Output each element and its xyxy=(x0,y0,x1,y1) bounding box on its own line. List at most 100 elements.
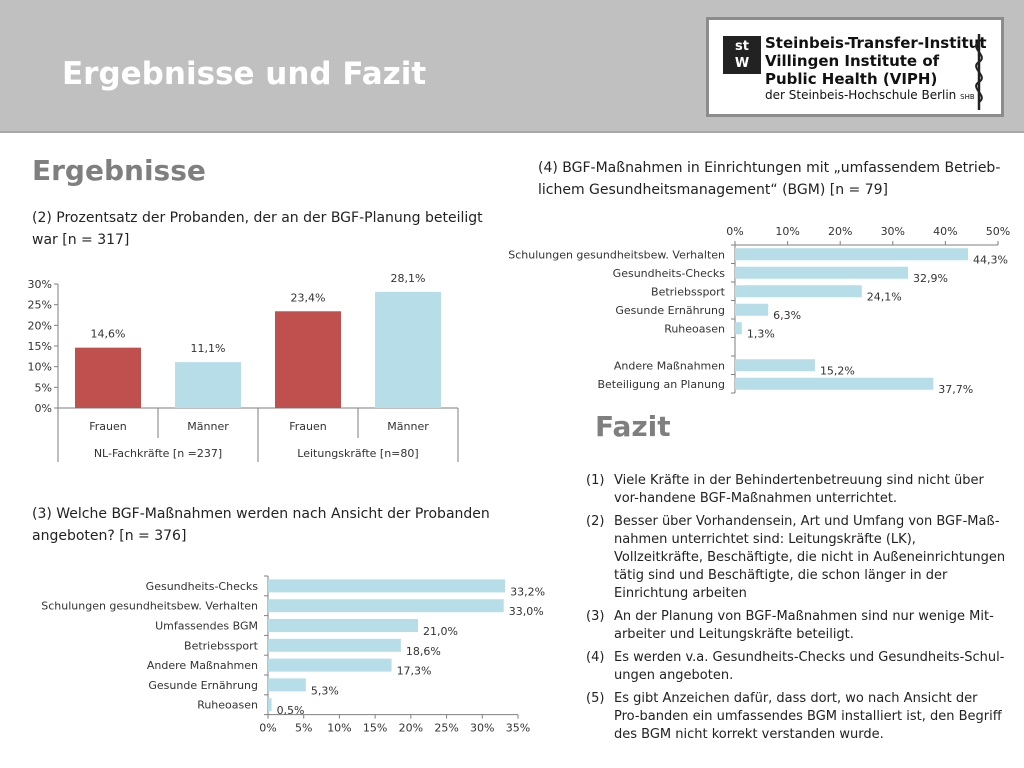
x-tick-label: 5% xyxy=(295,722,312,735)
bar xyxy=(268,638,401,652)
fazit-heading: Fazit xyxy=(595,410,671,443)
chart2-caption: (2) Prozentsatz der Probanden, der an de… xyxy=(32,210,483,248)
bar xyxy=(268,678,306,692)
x-tick-label: 20% xyxy=(828,225,852,238)
bar xyxy=(268,658,392,672)
fazit-list: (1) Viele Kräfte in der Behindertenbetreu… xyxy=(586,472,1006,749)
x-category-label: Frauen xyxy=(289,420,327,433)
bar xyxy=(735,266,909,279)
y-category-label: Andere Maßnahmen xyxy=(614,359,725,372)
fazit-item-text: An der Planung von BGF-Maßnahmen sind nu… xyxy=(614,609,994,642)
data-label: 28,1% xyxy=(391,272,426,285)
bar xyxy=(735,303,769,316)
data-label: 32,9% xyxy=(913,272,948,285)
data-label: 33,2% xyxy=(510,585,545,598)
data-label: 33,0% xyxy=(509,605,544,618)
logo-line-1: Steinbeis-Transfer-Institut xyxy=(765,34,987,52)
data-label: 1,3% xyxy=(747,327,775,340)
x-tick-label: 10% xyxy=(775,225,799,238)
bar xyxy=(75,347,141,408)
fazit-item: (2) Besser über Vorhandensein, Art und Um… xyxy=(586,513,1006,603)
page-title: Ergebnisse und Fazit xyxy=(62,56,427,92)
y-category-label: Ruheoasen xyxy=(664,322,725,335)
y-category-label: Gesundheits-Checks xyxy=(146,580,259,593)
fazit-item-number: (1) xyxy=(586,473,605,488)
fazit-item: (4) Es werden v.a. Gesundheits-Checks und… xyxy=(586,649,1006,685)
logo-mark-top: st xyxy=(735,39,749,54)
x-category-label: Frauen xyxy=(89,420,127,433)
y-tick-label: 25% xyxy=(28,299,52,312)
fazit-item-number: (2) xyxy=(586,514,605,529)
logo-subline-text: der Steinbeis-Hochschule Berlin xyxy=(765,88,957,102)
ergebnisse-heading: Ergebnisse xyxy=(32,154,206,187)
y-category-label: Gesunde Ernährung xyxy=(615,304,725,317)
x-tick-label: 10% xyxy=(327,722,351,735)
bar xyxy=(268,698,272,712)
data-label: 5,3% xyxy=(311,684,339,697)
bar xyxy=(268,579,506,593)
group-label: NL-Fachkräfte [n =237] xyxy=(94,447,222,460)
data-label: 14,6% xyxy=(91,328,126,341)
x-tick-label: 30% xyxy=(470,722,494,735)
data-label: 0,5% xyxy=(277,704,305,717)
data-label: 37,7% xyxy=(938,383,973,396)
y-tick-label: 10% xyxy=(28,361,52,374)
logo-subline: der Steinbeis-Hochschule Berlin SHB xyxy=(765,88,975,102)
y-tick-label: 30% xyxy=(28,278,52,291)
y-category-label: Betriebssport xyxy=(184,639,259,652)
fazit-item-text: Besser über Vorhandensein, Art und Umfan… xyxy=(614,514,1006,601)
fazit-item-number: (4) xyxy=(586,650,605,665)
logo-line-2: Villingen Institute of xyxy=(765,52,940,70)
chart4-caption: (4) BGF-Maßnahmen in Einrichtungen mit „… xyxy=(538,160,1001,198)
chart-offered-measures: 0% 5% 10% 15% 20% 25% 30% 35% Gesundheits-Checks… xyxy=(41,575,545,735)
x-category-label: Männer xyxy=(187,420,229,433)
bar xyxy=(268,599,504,613)
bar xyxy=(735,377,934,390)
y-category-label: Gesunde Ernährung xyxy=(148,679,258,692)
x-tick-label: 30% xyxy=(881,225,905,238)
fazit-item-number: (5) xyxy=(586,691,605,706)
data-label: 15,2% xyxy=(820,364,855,377)
fazit-item: (3) An der Planung von BGF-Maßnahmen sind… xyxy=(586,608,1006,644)
institute-logo: st W Steinbeis-Transfer-Institut Villing… xyxy=(706,17,1004,117)
data-label: 6,3% xyxy=(773,309,801,322)
bar xyxy=(175,362,241,408)
logo-subline-suffix: SHB xyxy=(960,93,975,101)
y-category-label: Ruheoasen xyxy=(197,699,258,712)
y-category-label: Schulungen gesundheitsbew. Verhalten xyxy=(508,248,725,261)
y-tick-label: 5% xyxy=(35,381,52,394)
bar xyxy=(735,359,815,372)
x-tick-label: 25% xyxy=(434,722,458,735)
logo-mark-bottom: W xyxy=(734,56,750,71)
y-tick-label: 0% xyxy=(35,402,52,415)
data-label: 44,3% xyxy=(973,253,1008,266)
data-label: 17,3% xyxy=(397,665,432,678)
chart-participation-planning: 0% 5% 10% 15% 20% 25% 30% 14,6% Frauen 11,1% Männe… xyxy=(28,272,459,462)
fazit-item-number: (3) xyxy=(586,609,605,624)
x-tick-label: 40% xyxy=(933,225,957,238)
y-category-label: Schulungen gesundheitsbew. Verhalten xyxy=(41,600,258,613)
group-label: Leitungskräfte [n=80] xyxy=(297,447,418,460)
bar xyxy=(268,619,418,632)
chart3-caption: (3) Welche BGF-Maßnahmen werden nach Ans… xyxy=(32,506,490,544)
fazit-item-text: Es gibt Anzeichen dafür, dass dort, wo n… xyxy=(614,691,1002,742)
data-label: 21,0% xyxy=(423,625,458,638)
data-label: 11,1% xyxy=(191,342,226,355)
bar xyxy=(275,311,341,408)
bar xyxy=(735,322,742,335)
bar xyxy=(735,285,862,298)
logo-line-3: Public Health (VIPH) xyxy=(765,70,938,88)
y-category-label: Umfassendes BGM xyxy=(155,620,258,633)
y-tick-label: 15% xyxy=(28,340,52,353)
x-tick-label: 15% xyxy=(363,722,387,735)
header-banner: Ergebnisse und Fazit st W Steinbeis-Tran… xyxy=(0,0,1024,133)
bar xyxy=(375,291,441,408)
x-category-label: Männer xyxy=(387,420,429,433)
aesculapius-staff-icon xyxy=(975,34,983,110)
data-label: 18,6% xyxy=(406,645,441,658)
chart-bgm-measures: 0% 10% 20% 30% 40% 50% Schulungen gesundheitsb… xyxy=(508,225,1010,396)
x-tick-label: 20% xyxy=(399,722,423,735)
x-tick-label: 0% xyxy=(259,722,276,735)
stw-logo-mark: st W xyxy=(723,36,761,74)
x-tick-label: 0% xyxy=(726,225,743,238)
